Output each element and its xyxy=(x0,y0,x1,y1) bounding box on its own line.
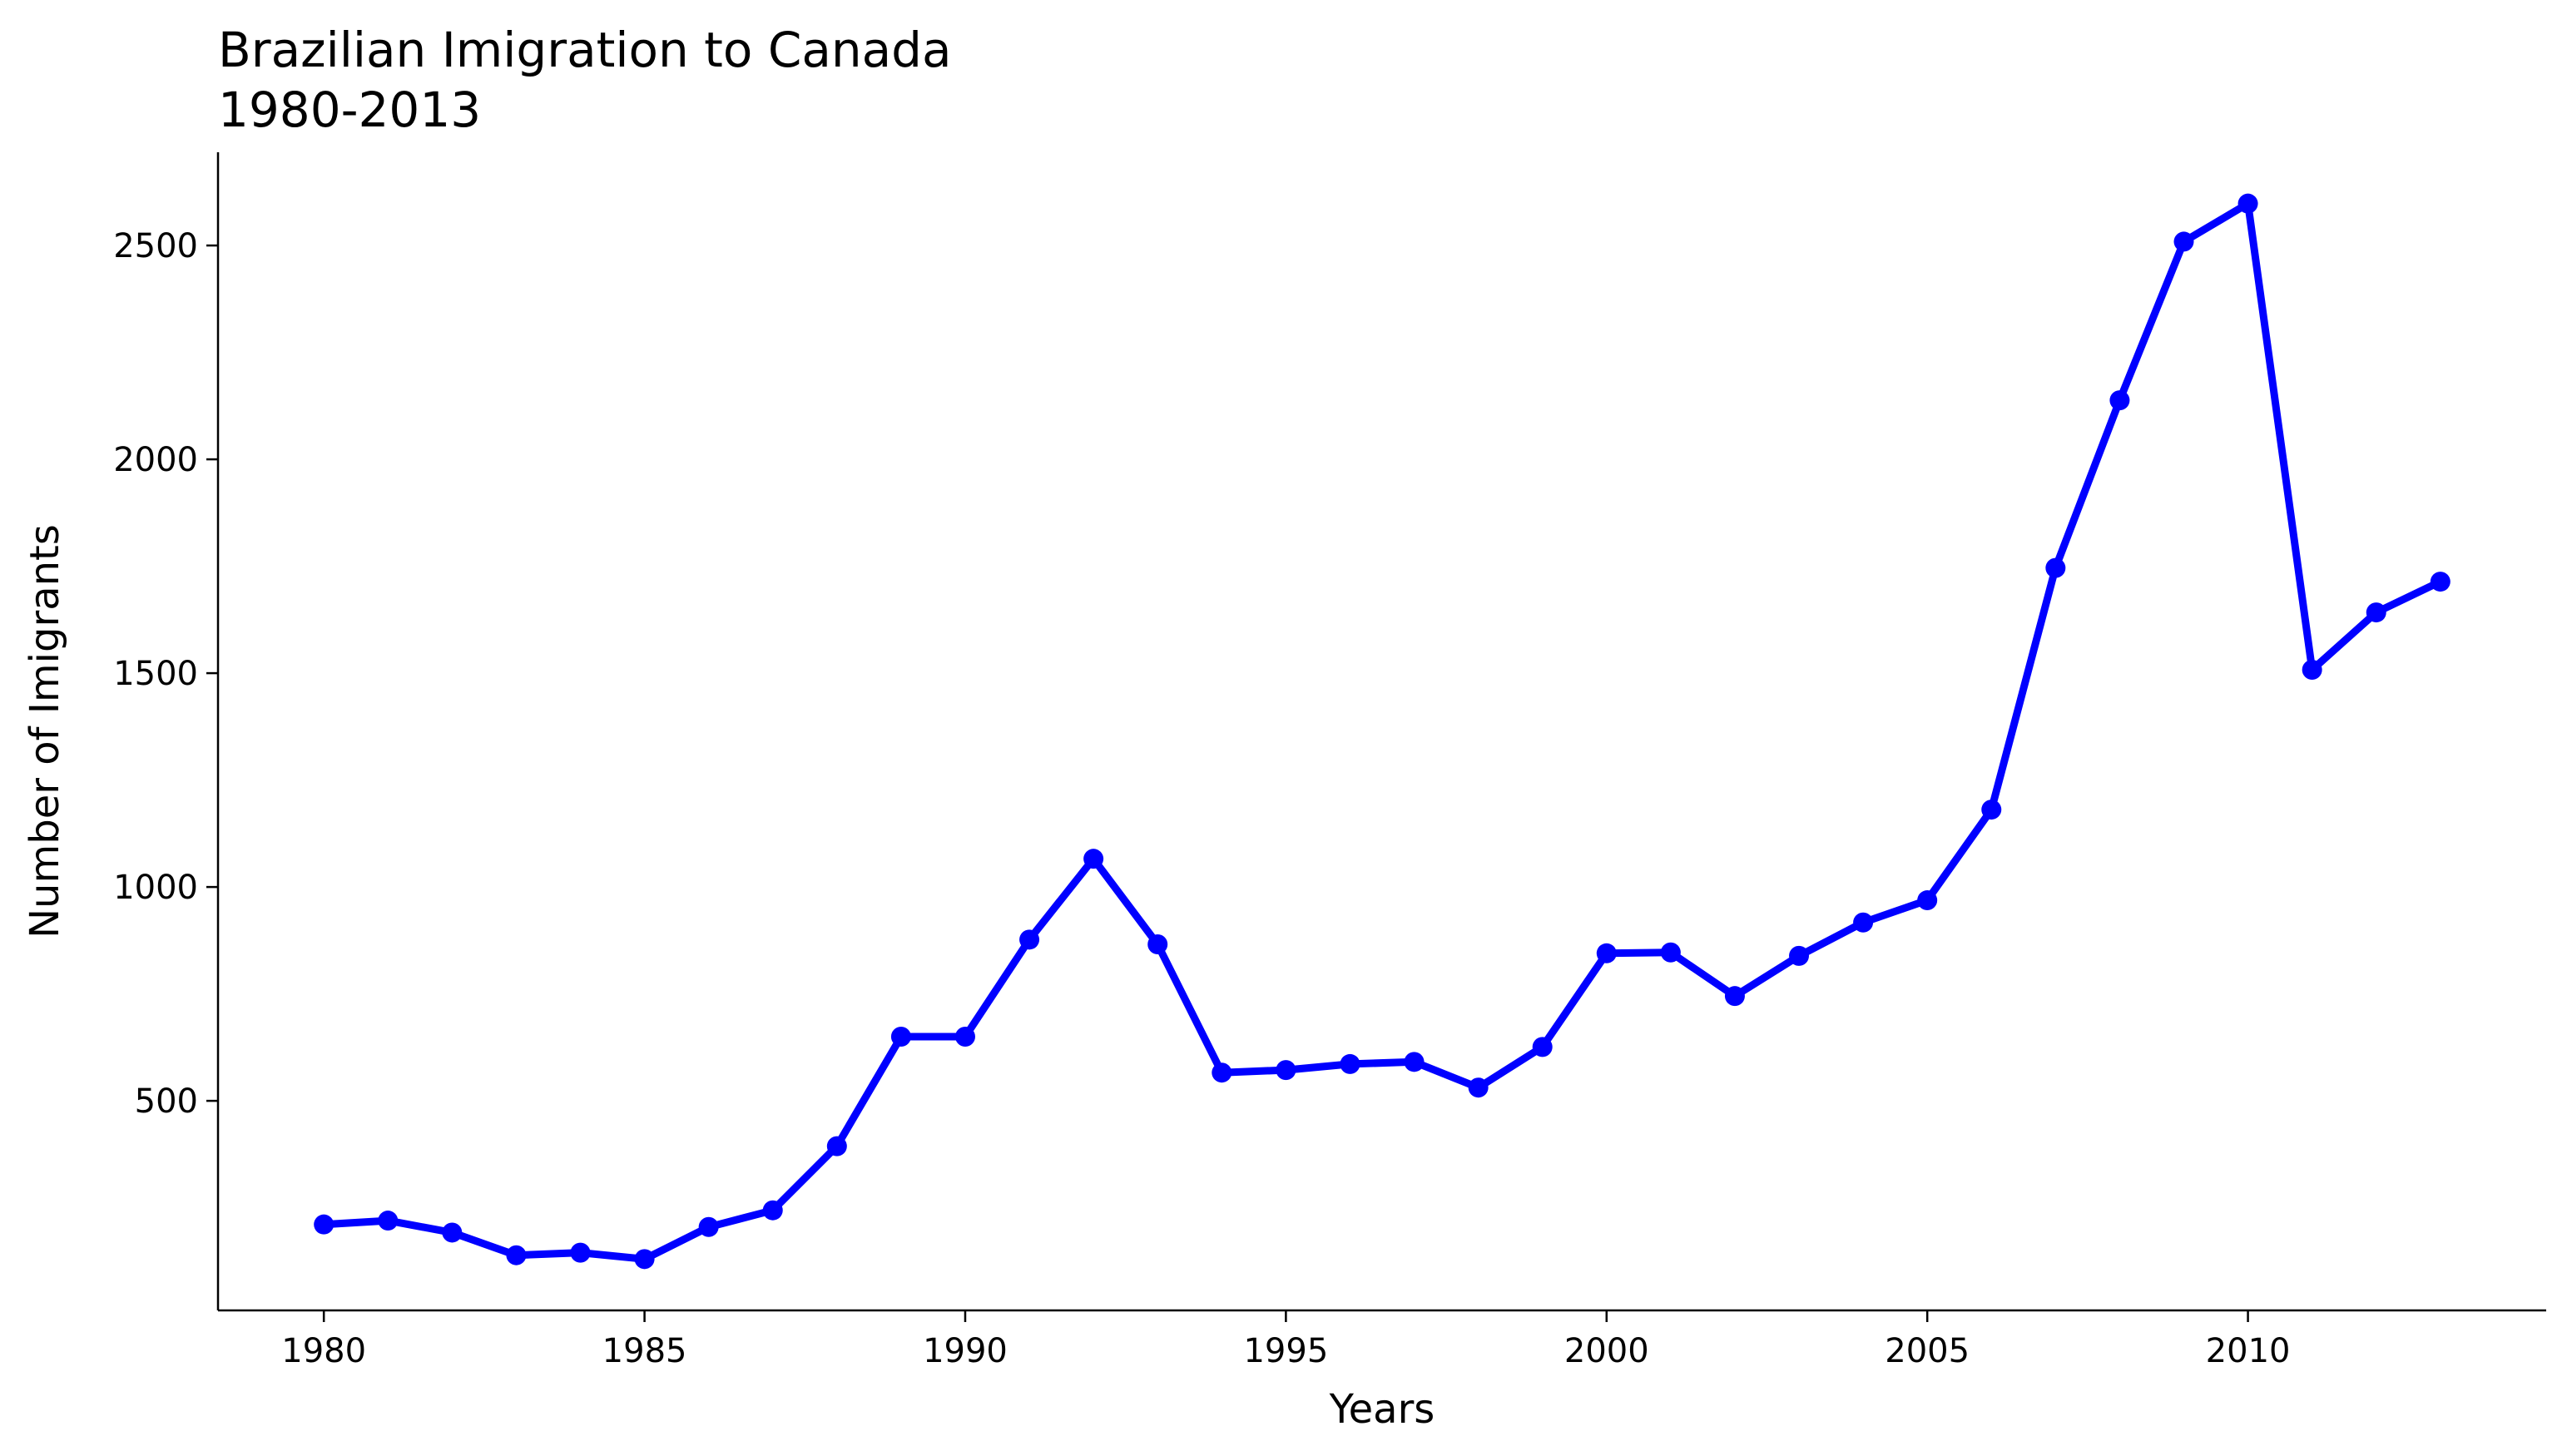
data-point xyxy=(1853,912,1874,933)
data-point xyxy=(698,1216,719,1237)
data-point xyxy=(1212,1062,1232,1083)
x-tick-label: 1980 xyxy=(281,1332,366,1370)
y-tick-label: 1500 xyxy=(113,655,198,693)
x-tick-label: 1995 xyxy=(1243,1332,1328,1370)
data-point xyxy=(2237,193,2258,214)
data-point xyxy=(570,1242,591,1263)
y-tick-label: 2500 xyxy=(113,227,198,265)
data-point xyxy=(1083,849,1104,869)
data-point xyxy=(2302,659,2322,680)
data-point xyxy=(1789,945,1810,966)
data-point xyxy=(1019,929,1040,950)
y-tick-label: 500 xyxy=(135,1082,198,1121)
data-point xyxy=(1468,1077,1489,1098)
data-point xyxy=(1981,800,2002,820)
data-point xyxy=(634,1249,655,1270)
x-tick-label: 1990 xyxy=(923,1332,1008,1370)
data-point xyxy=(2045,557,2066,578)
series-layer xyxy=(314,193,2451,1270)
y-tick-label: 1000 xyxy=(113,869,198,907)
data-point xyxy=(378,1211,399,1231)
data-point xyxy=(890,1027,911,1047)
data-point xyxy=(1404,1052,1425,1072)
data-point xyxy=(1532,1037,1553,1057)
x-tick-label: 2000 xyxy=(1564,1332,1649,1370)
data-point xyxy=(2109,390,2130,411)
data-point xyxy=(1596,943,1617,963)
y-tick-label: 2000 xyxy=(113,441,198,479)
x-tick-label: 2010 xyxy=(2206,1332,2291,1370)
x-tick-label: 2005 xyxy=(1885,1332,1970,1370)
chart-subtitle: 1980-2013 xyxy=(218,82,481,138)
data-point xyxy=(1340,1053,1360,1074)
x-axis-ticks: 1980 1985 1990 1995 2000 2005 2010 xyxy=(281,1310,2290,1370)
x-axis-label: Years xyxy=(1329,1386,1435,1433)
data-point xyxy=(2173,231,2194,252)
data-point xyxy=(2430,572,2451,592)
chart-title: Brazilian Imigration to Canada xyxy=(218,22,952,78)
data-point xyxy=(1147,934,1168,954)
data-point xyxy=(1276,1060,1296,1081)
data-point xyxy=(762,1200,783,1221)
data-point xyxy=(2366,602,2386,623)
data-point xyxy=(506,1245,527,1265)
series-line xyxy=(320,200,2445,1263)
data-point xyxy=(1660,942,1681,963)
data-point xyxy=(314,1214,334,1235)
data-point xyxy=(1917,890,1938,911)
x-tick-label: 1985 xyxy=(602,1332,687,1370)
y-axis-label: Number of Imigrants xyxy=(22,524,68,938)
y-axis-ticks: 500 1000 1500 2000 2500 xyxy=(113,227,218,1121)
data-point xyxy=(442,1222,463,1243)
data-point xyxy=(826,1136,847,1156)
data-point xyxy=(1724,986,1745,1007)
data-point xyxy=(954,1027,975,1047)
